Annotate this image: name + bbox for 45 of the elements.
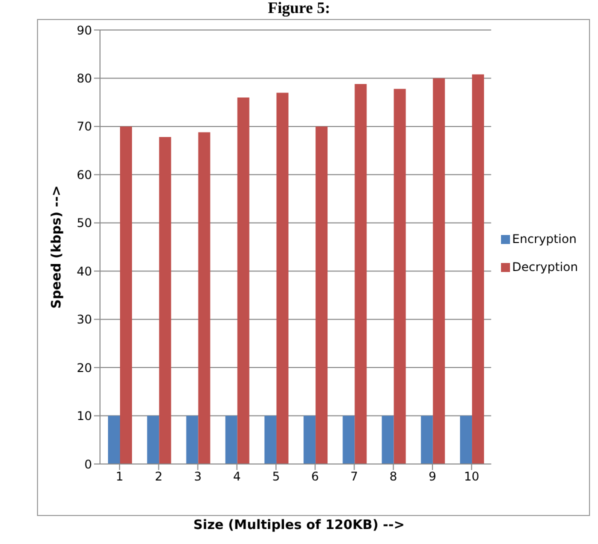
bar: [304, 416, 316, 464]
bar: [264, 416, 276, 464]
x-tick-label: 5: [272, 470, 280, 484]
x-tick-label: 7: [350, 470, 358, 484]
bar: [186, 416, 198, 464]
bar: [159, 137, 172, 464]
bar: [354, 84, 367, 464]
y-tick-label: 40: [76, 264, 92, 278]
legend-label: Decryption: [512, 260, 578, 274]
y-tick-label: 60: [76, 168, 92, 182]
bar: [147, 416, 160, 464]
x-tick-label: 8: [390, 470, 398, 484]
x-tick-label: 4: [233, 470, 241, 484]
x-tick-label: 10: [464, 470, 480, 484]
x-tick-label: 1: [116, 470, 124, 484]
bar: [342, 416, 355, 464]
x-tick-label: 9: [428, 470, 436, 484]
y-tick-label: 30: [76, 312, 92, 327]
chart-title: Figure 5:: [266, 0, 332, 18]
y-tick-label: 10: [76, 409, 92, 424]
bar: [472, 74, 484, 464]
bar: [120, 126, 132, 464]
y-tick-label: 50: [76, 216, 92, 230]
bar: [237, 98, 250, 464]
bar: [225, 416, 238, 464]
bar: [432, 78, 445, 464]
y-tick-label: 0: [84, 457, 92, 472]
bar: [108, 416, 120, 464]
x-tick-label: 3: [194, 470, 202, 484]
y-axis-title: Speed (kbps) -->: [50, 185, 65, 309]
x-axis-title: Size (Multiples of 120KB) -->: [192, 518, 406, 533]
bar: [198, 132, 210, 464]
legend-label: Encryption: [512, 232, 577, 246]
x-tick-label: 6: [311, 470, 319, 484]
bar: [382, 416, 394, 464]
y-tick-label: 70: [76, 120, 92, 134]
x-tick-label: 2: [154, 470, 162, 484]
y-tick-label: 80: [76, 71, 92, 86]
y-tick-label: 90: [76, 23, 92, 38]
bar: [394, 88, 406, 464]
y-tick-label: 20: [76, 360, 92, 375]
bar: [460, 416, 472, 464]
bar: [316, 126, 328, 464]
bar: [276, 92, 288, 464]
bar: [420, 416, 433, 464]
